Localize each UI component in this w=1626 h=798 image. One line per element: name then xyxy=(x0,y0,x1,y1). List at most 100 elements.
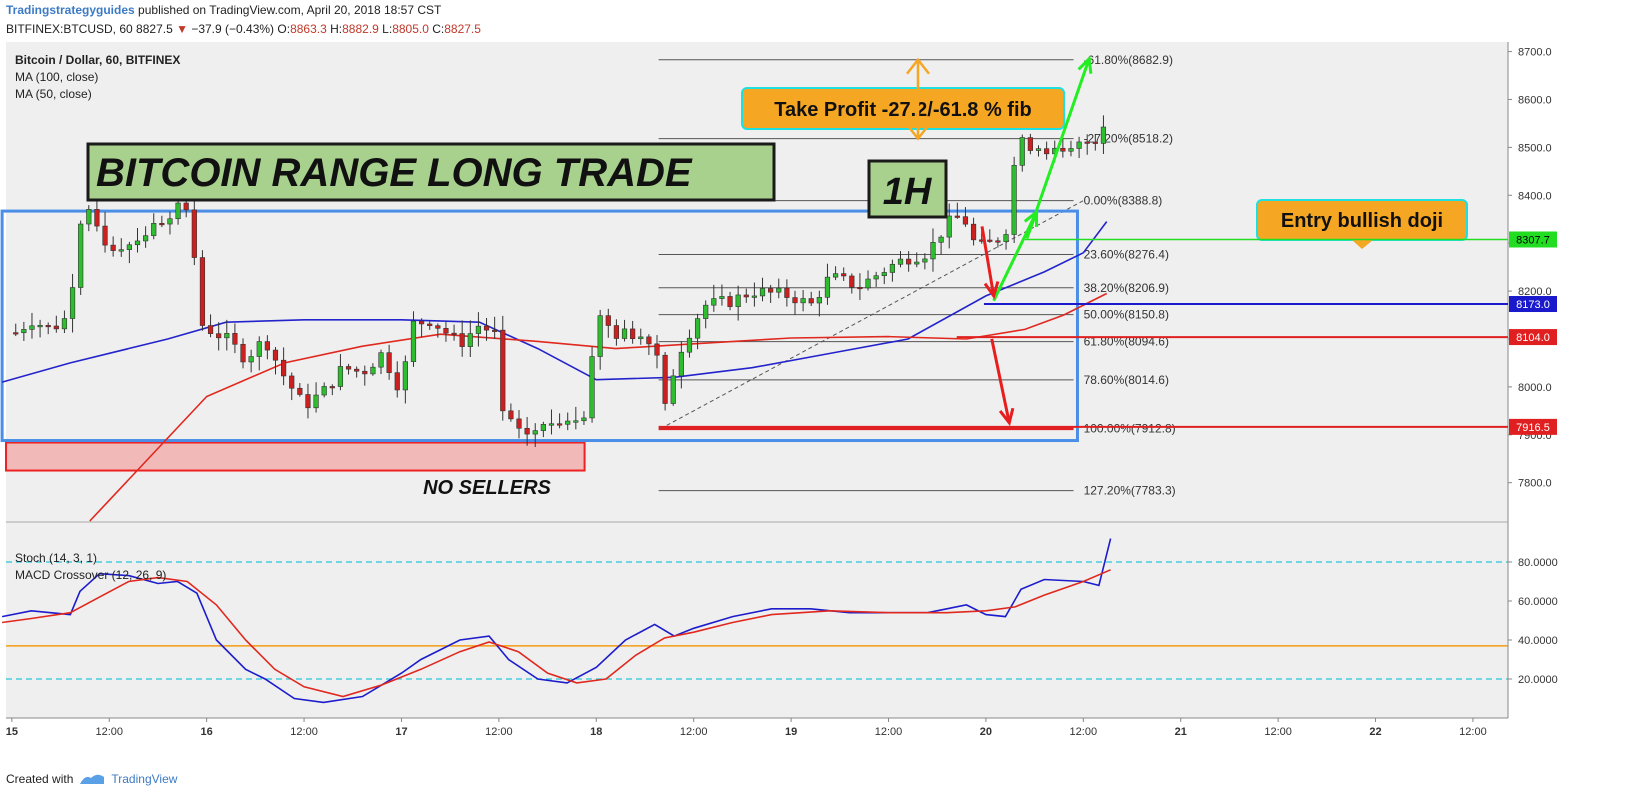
candle xyxy=(37,319,43,338)
bull-candle-body xyxy=(735,294,741,307)
bear-candle-body xyxy=(45,325,51,328)
candle xyxy=(1011,156,1017,243)
candle xyxy=(45,322,51,335)
publisher-link[interactable]: Tradingstrategyguides xyxy=(6,3,135,17)
bull-candle-body xyxy=(378,352,384,368)
bear-candle-body xyxy=(199,257,206,326)
oscillator-pane[interactable] xyxy=(6,523,1508,718)
candle xyxy=(483,318,490,341)
candle xyxy=(29,312,35,339)
bull-candle-body xyxy=(29,325,35,330)
bear-candle-body xyxy=(427,323,433,326)
candle xyxy=(776,278,782,299)
bull-candle-body xyxy=(638,336,644,340)
open-label: O: xyxy=(277,22,291,36)
bear-candle-body xyxy=(987,239,993,242)
fib-level-label: 61.80%(8094.6) xyxy=(1084,335,1169,349)
candle xyxy=(159,215,165,228)
candle xyxy=(61,310,68,333)
candle xyxy=(321,382,327,398)
candle xyxy=(962,207,969,227)
tradingview-link[interactable]: TradingView xyxy=(111,772,178,786)
published-text: published on TradingView.com, April 20, … xyxy=(138,3,442,17)
candle xyxy=(889,259,895,282)
candle xyxy=(565,412,571,431)
osc-tick-label: 60.0000 xyxy=(1518,596,1558,608)
candle xyxy=(305,383,311,419)
created-with-text: Created with xyxy=(6,772,74,786)
time-tick-label: 12:00 xyxy=(875,726,903,738)
candle xyxy=(930,228,936,272)
legend-stoch: Stoch (14, 3, 1) xyxy=(15,551,97,565)
bear-candle-body xyxy=(207,325,214,334)
candle xyxy=(1092,133,1098,151)
candle xyxy=(1084,134,1090,155)
bull-candle-body xyxy=(1100,126,1107,144)
bull-candle-body xyxy=(86,209,92,225)
candle xyxy=(337,354,344,391)
bull-candle-body xyxy=(118,249,124,252)
annotations: BITCOIN RANGE LONG TRADE 1H Take Profit -2… xyxy=(86,55,1468,499)
fib-level-label: -61.80%(8682.9) xyxy=(1084,53,1173,67)
candle xyxy=(670,369,676,406)
candle xyxy=(751,282,758,307)
bull-candle-body xyxy=(21,329,27,334)
legend-ma100: MA (100, close) xyxy=(15,70,98,84)
axes: 7800.07900.08000.08100.08200.08300.08400… xyxy=(6,42,1558,738)
candle xyxy=(435,323,441,338)
price-level-tag xyxy=(1509,329,1557,346)
candle xyxy=(808,291,814,307)
close-value: 8827.5 xyxy=(444,22,481,36)
bear-candle-body xyxy=(1044,148,1050,155)
candle xyxy=(865,270,871,291)
stoch-k-line xyxy=(1,538,1112,704)
candle xyxy=(313,382,319,413)
bull-candle-body xyxy=(167,218,173,225)
candle xyxy=(1035,145,1042,157)
bull-candle-body xyxy=(670,375,676,404)
candle xyxy=(759,277,766,302)
legend-title: Bitcoin / Dollar, 60, BITFINEX xyxy=(15,53,180,67)
candle xyxy=(800,290,806,312)
bear-candle-body xyxy=(743,294,749,298)
bear-candle-body xyxy=(110,244,116,251)
close-label: C: xyxy=(432,22,445,36)
bear-candle-body xyxy=(500,329,506,412)
price-level-tag xyxy=(1509,296,1557,313)
bear-candle-body xyxy=(240,343,246,363)
fib-level-label: 78.60%(8014.6) xyxy=(1084,373,1169,387)
bear-candle-body xyxy=(297,387,303,395)
bear-candle-body xyxy=(1092,141,1098,144)
candle xyxy=(378,349,384,375)
high-value: 8882.9 xyxy=(342,22,379,36)
candle xyxy=(427,321,433,330)
candle xyxy=(362,365,368,386)
bear-candle-body xyxy=(451,332,457,335)
bull-candle-body xyxy=(321,386,327,396)
bear-candle-body xyxy=(264,341,270,351)
bull-candle-body xyxy=(313,394,319,409)
bull-candle-body xyxy=(719,296,725,299)
bear-candle-body xyxy=(613,325,620,339)
candle xyxy=(938,235,944,255)
bear-candle-body xyxy=(808,298,814,304)
candle xyxy=(492,316,498,339)
candle xyxy=(654,335,660,369)
bear-candle-body xyxy=(386,352,392,373)
price-level-tag-label: 8104.0 xyxy=(1516,332,1550,344)
price-tick-label: 8400.0 xyxy=(1518,190,1552,202)
candle xyxy=(711,284,717,312)
candle xyxy=(78,220,84,295)
bear-candle-body xyxy=(556,423,563,426)
candle xyxy=(540,421,546,438)
green-arrow-target xyxy=(1025,58,1091,239)
price-level-tag-label: 8307.7 xyxy=(1516,234,1550,246)
take-profit-label: Take Profit -27.2/-61.8 % fib xyxy=(774,99,1032,121)
candle xyxy=(727,291,733,311)
price-tick-label: 8700.0 xyxy=(1518,47,1552,59)
time-tick-label: 21 xyxy=(1175,726,1187,738)
publish-line: Tradingstrategyguides published on Tradi… xyxy=(6,3,441,17)
candle xyxy=(345,363,352,375)
bull-candle-body xyxy=(678,351,684,377)
